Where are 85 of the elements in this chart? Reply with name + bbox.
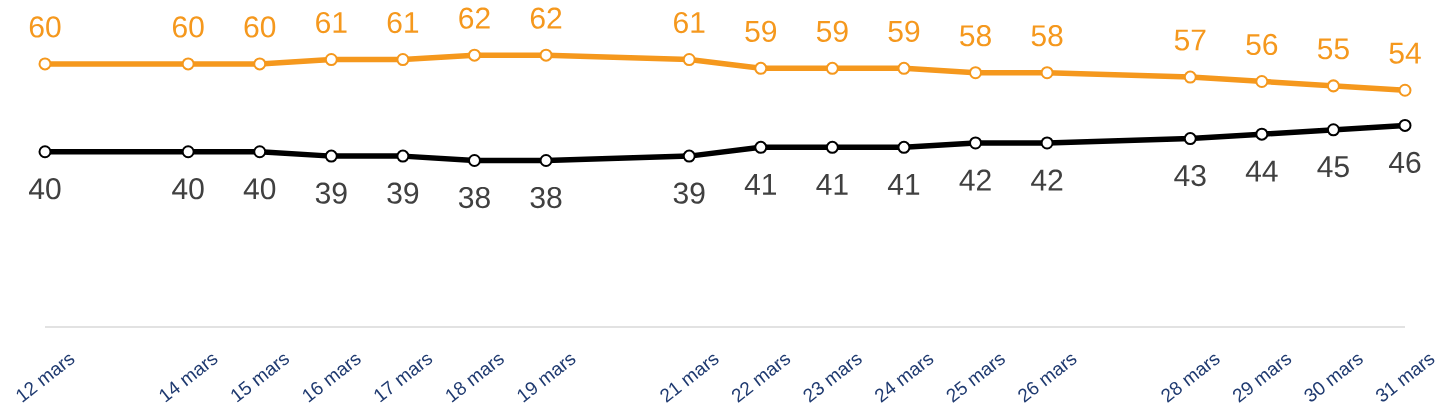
x-tick-label: 22 mars [731,354,791,403]
data-label: 56 [1246,33,1278,56]
data-label: 62 [530,7,562,29]
data-label: 57 [1174,29,1206,51]
point [1326,123,1340,137]
data-label: 46 [1388,151,1421,174]
data-label: 40 [243,178,276,200]
data-label: 59 [816,20,848,42]
data-label: 41 [887,174,920,195]
x-tick-label: 12 mars [16,354,75,403]
data-label: 61 [316,11,347,34]
point [38,145,52,159]
data-label: 61 [387,11,419,34]
point [324,149,338,163]
data-label: 55 [1317,38,1349,60]
x-tick-label: 21 mars [660,354,719,403]
data-label: 58 [1031,25,1063,47]
data-label: 41 [744,174,776,195]
point [825,140,839,154]
data-label: 59 [888,20,920,42]
data-label: 42 [959,169,991,191]
point [467,48,481,62]
x-tick-label: 31 mars [1376,354,1435,402]
point [1255,127,1269,141]
data-label: 43 [1174,164,1206,187]
x-tick-label: 18 mars [446,354,504,403]
point [897,61,911,75]
point [181,145,195,159]
x-tick-label: 24 mars [875,354,934,403]
point [1040,66,1054,80]
point [1255,74,1269,88]
point [1398,83,1412,97]
x-tick-label: 14 mars [159,354,218,403]
data-label: 40 [172,178,204,200]
x-tick-label: 16 mars [302,354,361,403]
point [181,57,195,71]
data-label: 40 [29,178,61,200]
point [38,57,52,71]
data-label: 59 [745,20,777,42]
point [682,53,696,67]
point [897,140,911,154]
point [1326,79,1340,93]
x-tick-label: 23 mars [803,354,862,403]
point [969,136,983,150]
data-label: 58 [960,25,991,47]
point [539,154,553,168]
point [324,53,338,67]
point [539,48,553,62]
data-label: 62 [459,7,490,29]
point [1183,132,1197,146]
data-label: 45 [1317,156,1349,178]
point [825,61,839,75]
point [253,57,267,71]
data-label: 39 [315,182,347,204]
point [396,53,410,67]
data-label: 44 [1245,160,1278,182]
data-label: 39 [387,182,419,204]
data-label: 42 [1031,169,1063,191]
point [253,145,267,159]
point [754,61,768,75]
point [1183,70,1197,84]
x-tick-label: 28 mars [1161,354,1220,403]
x-tick-label: 25 mars [946,354,1005,403]
data-label: 60 [244,16,276,38]
data-label: 61 [674,11,705,34]
x-tick-label: 17 mars [374,354,433,403]
data-label: 38 [530,186,562,209]
x-tick-label: 26 mars [1018,354,1077,403]
x-tick-label: 19 mars [517,354,576,403]
x-tick-label: 29 mars [1232,354,1292,403]
point [969,66,983,80]
point [396,149,410,163]
data-label: 54 [1389,42,1421,64]
point [754,140,768,154]
data-label: 60 [29,16,61,38]
data-label: 60 [173,16,204,38]
data-label: 38 [458,186,490,209]
point [1040,136,1054,150]
point [682,149,696,163]
point [467,154,481,168]
data-label: 39 [673,182,705,204]
x-tick-label: 15 mars [231,354,290,403]
x-tick-label: 30 mars [1304,354,1363,402]
point [1398,118,1412,132]
data-label: 41 [816,174,848,195]
